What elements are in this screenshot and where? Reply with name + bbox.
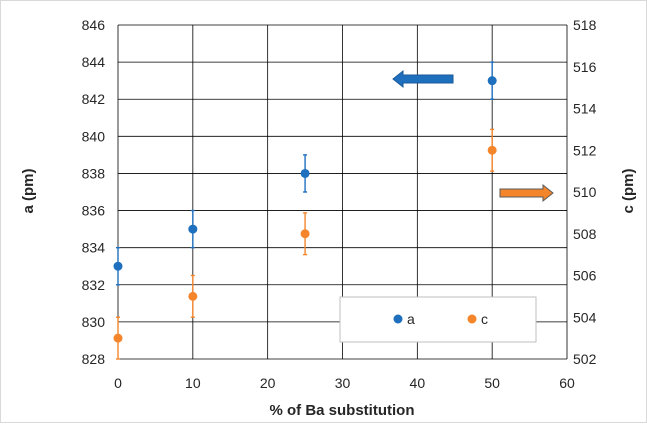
- legend: a c: [339, 296, 537, 343]
- x-tick-label: 50: [484, 375, 500, 391]
- y-right-axis-title: c (pm): [620, 168, 637, 213]
- y-right-tick-label: 510: [573, 184, 597, 200]
- y-left-tick-label: 846: [82, 17, 106, 33]
- y-right-tick-label: 504: [573, 309, 597, 325]
- y-left-tick-label: 828: [82, 351, 106, 367]
- legend-marker-c: [467, 314, 477, 324]
- data-point-c: [188, 291, 198, 301]
- y-right-tick-label: 518: [573, 17, 597, 33]
- data-point-a: [300, 168, 310, 178]
- y-right-tick-label: 512: [573, 142, 597, 158]
- data-point-a: [487, 76, 497, 86]
- y-left-tick-label: 838: [82, 165, 106, 181]
- data-marks: [113, 61, 497, 360]
- data-point-a: [188, 224, 198, 234]
- y-right-axis-ticks: 502 504 506 508 510 512 514 516 518: [573, 17, 597, 367]
- x-axis-ticks: 0 10 20 30 40 50 60: [114, 375, 575, 391]
- x-tick-label: 0: [114, 375, 122, 391]
- data-point-c: [487, 145, 497, 155]
- legend-marker-a: [393, 314, 403, 324]
- y-left-tick-label: 842: [82, 91, 106, 107]
- data-point-a: [113, 261, 123, 271]
- y-right-tick-label: 508: [573, 226, 597, 242]
- y-left-axis-title: a (pm): [20, 168, 37, 213]
- y-right-tick-label: 502: [573, 351, 597, 367]
- x-tick-label: 40: [410, 375, 426, 391]
- y-left-tick-label: 840: [82, 128, 106, 144]
- data-point-c: [113, 333, 123, 343]
- right-arrow-icon: [499, 183, 554, 203]
- x-tick-label: 10: [185, 375, 201, 391]
- y-left-tick-label: 836: [82, 203, 106, 219]
- data-point-c: [300, 229, 310, 239]
- x-tick-label: 30: [335, 375, 351, 391]
- y-left-tick-label: 832: [82, 277, 106, 293]
- y-right-tick-label: 514: [573, 101, 597, 117]
- legend-box: [339, 296, 537, 343]
- x-tick-label: 20: [260, 375, 276, 391]
- legend-label-c: c: [481, 311, 488, 327]
- y-right-tick-label: 516: [573, 59, 597, 75]
- y-left-axis-ticks: 828 830 832 834 836 838 840 842 844 846: [82, 17, 106, 367]
- y-left-tick-label: 844: [82, 54, 106, 70]
- y-right-tick-label: 506: [573, 268, 597, 284]
- x-tick-label: 60: [559, 375, 575, 391]
- y-left-tick-label: 830: [82, 314, 106, 330]
- x-axis-title: % of Ba substitution: [270, 402, 415, 419]
- axis-indicator-arrows: [392, 69, 554, 203]
- legend-label-a: a: [407, 311, 415, 327]
- left-arrow-icon: [392, 69, 454, 89]
- y-left-tick-label: 834: [82, 240, 106, 256]
